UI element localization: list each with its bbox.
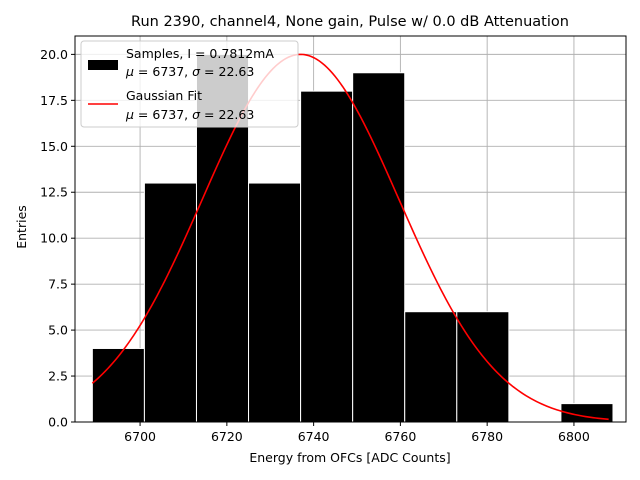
x-axis-ticks: 6700 6720 6740 6760 6780 6800 <box>124 422 590 444</box>
legend-box <box>80 40 299 128</box>
histogram-bar <box>248 182 302 423</box>
gaussian-fit-line <box>91 53 609 421</box>
y-tick-label: 20.0 <box>40 47 68 62</box>
legend-stats-samples: μ = 6737, σ = 22.63 <box>125 64 254 79</box>
chart-title: Run 2390, channel4, None gain, Pulse w/ … <box>131 14 569 30</box>
legend-stats-fit: μ = 6737, σ = 22.63 <box>125 107 254 122</box>
y-tick-label: 2.5 <box>48 369 68 384</box>
x-tick-label: 6760 <box>384 429 416 444</box>
x-tick-label: 6780 <box>471 429 503 444</box>
x-tick-label: 6700 <box>124 429 156 444</box>
legend-swatch-samples <box>88 60 118 70</box>
histogram-bar <box>300 90 354 423</box>
histogram-bar <box>91 347 145 423</box>
y-tick-label: 17.5 <box>40 93 68 108</box>
gaussian-fit <box>91 53 609 421</box>
y-tick-label: 0.0 <box>48 415 68 430</box>
y-axis-label: Entries <box>14 205 29 249</box>
histogram-bar <box>456 311 510 423</box>
legend-label-fit: Gaussian Fit <box>126 88 202 103</box>
y-axis-ticks: 0.0 2.5 5.0 7.5 10.0 12.5 15.0 17.5 20.0 <box>40 47 75 430</box>
x-tick-label: 6740 <box>298 429 330 444</box>
legend-label-samples: Samples, I = 0.7812mA <box>126 46 274 61</box>
y-tick-label: 7.5 <box>48 277 68 292</box>
histogram-bar <box>143 182 197 423</box>
x-tick-label: 6720 <box>211 429 243 444</box>
histogram-bar <box>404 311 458 423</box>
plot-frame <box>74 35 627 423</box>
legend: Samples, I = 0.7812mA μ = 6737, σ = 22.6… <box>80 40 299 128</box>
histogram-bar <box>352 72 406 423</box>
y-tick-label: 15.0 <box>40 139 68 154</box>
x-tick-label: 6800 <box>558 429 590 444</box>
x-axis-label: Energy from OFCs [ADC Counts] <box>249 450 450 465</box>
y-tick-label: 5.0 <box>48 323 68 338</box>
y-tick-label: 12.5 <box>40 185 68 200</box>
y-tick-label: 10.0 <box>40 231 68 246</box>
